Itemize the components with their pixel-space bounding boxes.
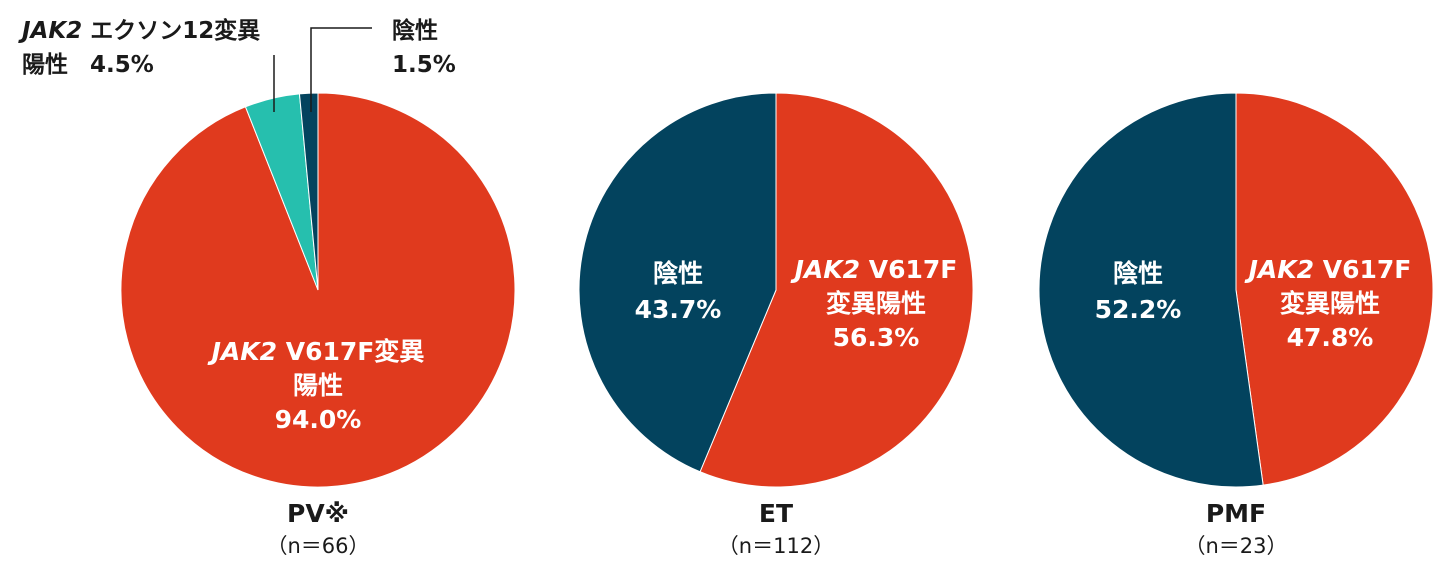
pv-negative-label: 陰性: [392, 17, 438, 44]
pmf-negative-label: 陰性 52.2%: [1095, 259, 1182, 324]
et-negative-value: 43.7%: [635, 295, 722, 324]
pmf-caption: PMF （n＝23）: [1184, 499, 1287, 558]
pv-caption: PV※ （n＝66）: [266, 499, 369, 558]
pv-exon12-label-line1: JAK2 エクソン12変異: [18, 17, 260, 44]
pmf-n-label: （n＝23）: [1184, 534, 1287, 558]
et-slice-v617f: [699, 92, 974, 488]
et-v617f-value: 56.3%: [833, 323, 920, 352]
et-v617f-label: JAK2 V617F 変異陽性 56.3%: [790, 255, 958, 352]
et-v617f-label-line1: JAK2 V617F: [790, 255, 958, 284]
pmf-v617f-value: 47.8%: [1287, 323, 1374, 352]
pv-v617f-label: JAK2 V617F変異 陽性 94.0%: [207, 337, 425, 434]
pmf-negative-value: 52.2%: [1095, 295, 1182, 324]
pmf-negative-label-text: 陰性: [1113, 259, 1163, 288]
et-slice-negative: [578, 92, 777, 473]
pmf-slice-negative: [1038, 92, 1264, 488]
pv-negative-callout: 陰性 1.5%: [310, 17, 456, 112]
et-n-label: （n＝112）: [718, 534, 834, 558]
pv-negative-value: 1.5%: [392, 52, 456, 78]
pv-v617f-value: 94.0%: [275, 405, 362, 434]
pv-v617f-label-line1: JAK2 V617F変異: [207, 337, 425, 366]
et-negative-label-text: 陰性: [653, 259, 703, 288]
pmf-v617f-label: JAK2 V617F 変異陽性 47.8%: [1244, 255, 1412, 352]
pv-v617f-label-line2: 陽性: [293, 371, 343, 400]
pv-slice-negative: [298, 92, 319, 291]
et-caption: ET （n＝112）: [718, 499, 834, 558]
pv-title: PV※: [287, 499, 349, 528]
et-negative-label: 陰性 43.7%: [635, 259, 722, 324]
pv-negative-leader-line: [310, 27, 372, 112]
pmf-title: PMF: [1206, 499, 1266, 528]
pv-n-label: （n＝66）: [266, 534, 369, 558]
slices-layer: [120, 92, 1434, 488]
pmf-v617f-label-line1: JAK2 V617F: [1244, 255, 1412, 284]
pmf-slice-v617f: [1235, 92, 1434, 486]
pv-exon12-callout: JAK2 エクソン12変異 陽性 4.5%: [18, 17, 275, 112]
et-v617f-label-line2: 変異陽性: [826, 289, 926, 318]
pmf-v617f-label-line2: 変異陽性: [1280, 289, 1380, 318]
et-title: ET: [759, 499, 793, 528]
pv-exon12-label-line2: 陽性 4.5%: [22, 52, 154, 78]
